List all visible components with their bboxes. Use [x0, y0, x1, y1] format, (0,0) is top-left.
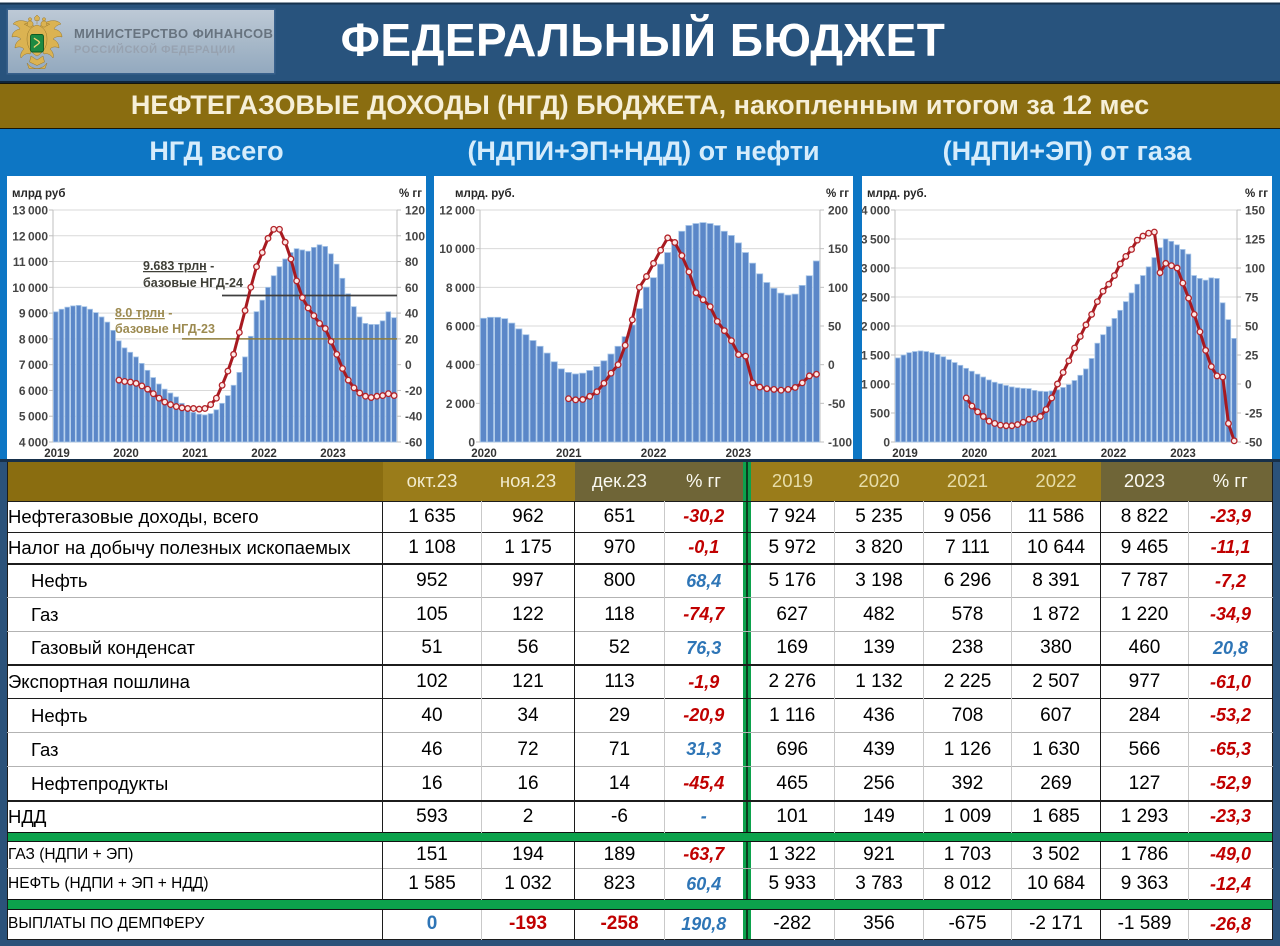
svg-text:% гг: % гг: [826, 188, 849, 200]
svg-text:40: 40: [405, 307, 419, 321]
svg-text:100: 100: [1245, 262, 1265, 276]
svg-text:4 000: 4 000: [862, 204, 890, 218]
svg-text:1 500: 1 500: [862, 349, 890, 363]
svg-text:3 500: 3 500: [862, 233, 890, 247]
svg-text:100: 100: [828, 281, 848, 295]
svg-text:500: 500: [870, 407, 890, 421]
svg-text:60: 60: [405, 281, 419, 295]
svg-text:-50: -50: [1245, 436, 1263, 450]
svg-text:млрд руб: млрд руб: [12, 188, 65, 200]
svg-text:% гг: % гг: [399, 188, 422, 200]
svg-text:млрд. руб.: млрд. руб.: [455, 188, 515, 200]
svg-text:-40: -40: [405, 410, 423, 424]
svg-text:4 000: 4 000: [446, 358, 475, 372]
svg-text:1 000: 1 000: [862, 378, 890, 392]
svg-text:12 000: 12 000: [439, 204, 475, 218]
svg-text:9.683 трлн -: 9.683 трлн -: [143, 259, 214, 273]
svg-text:80: 80: [405, 255, 419, 269]
svg-text:100: 100: [405, 229, 425, 243]
svg-text:6 000: 6 000: [446, 320, 475, 334]
svg-text:125: 125: [1245, 233, 1265, 247]
svg-text:2019: 2019: [44, 448, 70, 460]
svg-text:базовые НГД-24: базовые НГД-24: [143, 276, 243, 290]
svg-text:-60: -60: [405, 436, 423, 450]
svg-text:0: 0: [883, 436, 890, 450]
svg-text:2023: 2023: [1170, 448, 1196, 460]
svg-text:0: 0: [468, 436, 475, 450]
svg-text:10 000: 10 000: [12, 281, 48, 295]
svg-text:7 000: 7 000: [19, 358, 48, 372]
svg-text:150: 150: [828, 242, 848, 256]
svg-text:8.0 трлн -: 8.0 трлн -: [115, 306, 172, 320]
svg-text:200: 200: [828, 204, 848, 218]
svg-text:25: 25: [1245, 349, 1259, 363]
svg-text:20: 20: [405, 332, 419, 346]
svg-text:0: 0: [405, 358, 412, 372]
svg-text:2020: 2020: [471, 448, 497, 460]
svg-text:2021: 2021: [556, 448, 582, 460]
svg-text:% гг: % гг: [1245, 188, 1268, 200]
svg-text:2021: 2021: [182, 448, 208, 460]
svg-text:2 000: 2 000: [862, 320, 890, 334]
svg-text:50: 50: [1245, 320, 1259, 334]
svg-text:4 000: 4 000: [19, 436, 48, 450]
svg-text:8 000: 8 000: [19, 332, 48, 346]
svg-text:10 000: 10 000: [439, 242, 475, 256]
svg-text:75: 75: [1245, 291, 1259, 305]
svg-text:-50: -50: [828, 397, 846, 411]
svg-text:5 000: 5 000: [19, 410, 48, 424]
svg-text:0: 0: [1245, 378, 1252, 392]
svg-text:2019: 2019: [892, 448, 918, 460]
svg-text:2020: 2020: [113, 448, 139, 460]
svg-text:-25: -25: [1245, 407, 1263, 421]
svg-text:2 000: 2 000: [446, 397, 475, 411]
svg-text:базовые НГД-23: базовые НГД-23: [115, 322, 215, 336]
svg-text:9 000: 9 000: [19, 307, 48, 321]
svg-text:2020: 2020: [962, 448, 988, 460]
svg-text:50: 50: [828, 320, 842, 334]
svg-text:2022: 2022: [641, 448, 667, 460]
svg-text:8 000: 8 000: [446, 281, 475, 295]
svg-text:120: 120: [405, 204, 425, 218]
svg-text:2023: 2023: [726, 448, 752, 460]
svg-text:-20: -20: [405, 384, 423, 398]
svg-text:2 500: 2 500: [862, 291, 890, 305]
svg-text:150: 150: [1245, 204, 1265, 218]
svg-text:12 000: 12 000: [12, 229, 48, 243]
svg-text:2022: 2022: [251, 448, 277, 460]
svg-text:0: 0: [828, 358, 835, 372]
svg-text:3 000: 3 000: [862, 262, 890, 276]
svg-text:-100: -100: [828, 436, 852, 450]
svg-text:млрд. руб.: млрд. руб.: [867, 188, 927, 200]
svg-text:2023: 2023: [320, 448, 346, 460]
svg-text:11 000: 11 000: [13, 255, 48, 269]
svg-text:6 000: 6 000: [19, 384, 48, 398]
svg-text:2021: 2021: [1031, 448, 1057, 460]
svg-text:2022: 2022: [1101, 448, 1127, 460]
svg-text:13 000: 13 000: [12, 204, 48, 218]
